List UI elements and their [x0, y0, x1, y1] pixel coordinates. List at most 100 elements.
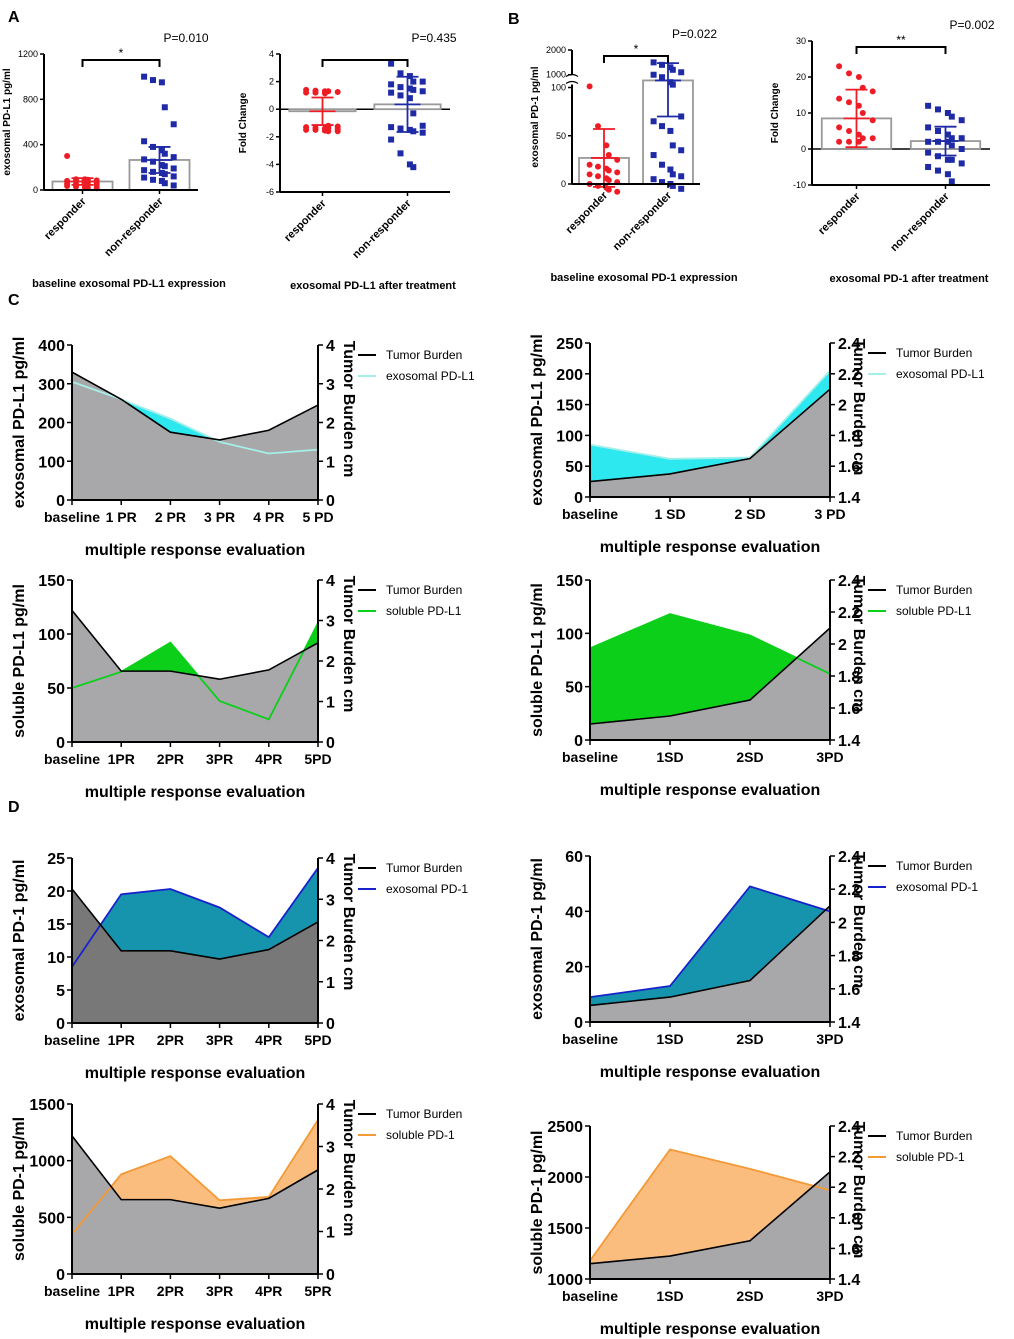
y2-tick-label: 1.8: [838, 949, 860, 966]
y2-tick-label: 2.2: [838, 605, 860, 622]
data-point-non-responder: [170, 182, 177, 189]
y2-axis-label: Tumor Burden cm: [850, 852, 867, 989]
data-point-responder: [586, 171, 593, 178]
data-point-non-responder: [958, 117, 965, 124]
legend-label-overlay: exosomal PD-L1: [896, 367, 985, 381]
x-axis-label: multiple response evaluation: [85, 1316, 306, 1333]
data-point-responder: [595, 163, 601, 170]
y2-tick-label: 1.4: [838, 733, 860, 750]
data-point-non-responder: [659, 123, 665, 130]
tumor-burden-area: [590, 905, 830, 1022]
data-point-non-responder: [388, 136, 395, 143]
x-tick-label: 2SD: [736, 1031, 763, 1047]
data-point-non-responder: [141, 73, 148, 80]
y2-tick-label: 2.4: [838, 573, 860, 590]
data-point-responder: [312, 89, 319, 96]
tumor-burden-area: [72, 610, 318, 742]
data-point-non-responder: [948, 113, 955, 120]
area-chart-d1: 0 5 10 15 20 25 0 1 2 3 4 baseline 1PR 2PR 3PR 4PR 5PD ex…: [11, 851, 468, 1082]
data-point-non-responder: [158, 147, 165, 154]
y-tick-label: 20: [565, 960, 583, 977]
data-point-non-responder: [150, 77, 156, 84]
data-point-non-responder: [944, 110, 951, 116]
tumor-burden-line: [71, 609, 319, 681]
x-tick-label: baseline: [44, 509, 100, 525]
x-tick-label: 3PR: [206, 1283, 233, 1299]
y-tick-label: 150: [556, 573, 583, 590]
significance-stars: *: [119, 46, 124, 60]
x-tick-label: 2 PR: [155, 509, 186, 525]
data-point-responder: [605, 177, 612, 184]
data-point-non-responder: [406, 161, 413, 168]
y2-axis-label: Tumor Burden cm: [340, 576, 357, 713]
data-point-non-responder: [410, 164, 417, 171]
legend-label-tumor-burden: Tumor Burden: [896, 1129, 972, 1143]
y2-tick-label: 2: [838, 398, 847, 415]
y2-tick-label: 1.6: [838, 459, 860, 476]
data-point-non-responder: [678, 113, 685, 120]
data-point-non-responder: [925, 164, 932, 170]
x-tick-label: 4PR: [255, 1032, 282, 1048]
y2-tick-label: 2: [326, 1182, 335, 1199]
x-tick-label: 3PR: [206, 1032, 233, 1048]
data-point-non-responder: [170, 165, 177, 172]
data-point-non-responder: [935, 106, 941, 113]
x-tick-label: responder: [564, 189, 611, 236]
p-value: P=0.002: [950, 18, 995, 32]
significance-stars: *: [634, 42, 639, 56]
legend-label-overlay: exosomal PD-1: [896, 880, 978, 894]
y-tick-label: 2000: [546, 45, 566, 55]
legend-label-tumor-burden: Tumor Burden: [896, 859, 972, 873]
y-tick-label: 1500: [547, 1221, 583, 1238]
data-point-non-responder: [397, 125, 404, 132]
data-point-responder: [855, 102, 862, 109]
data-point-non-responder: [958, 146, 965, 152]
p-value: P=0.022: [672, 27, 717, 41]
data-point-non-responder: [958, 160, 965, 167]
y-tick-label: 2000: [547, 1170, 583, 1187]
y2-tick-label: 1.8: [838, 428, 860, 445]
x-tick-label: responder: [282, 197, 329, 244]
x-tick-label: 1PR: [108, 1032, 135, 1048]
scatter-chart-a1: 0 400 800 1200 responder non-responder exosoma…: [2, 31, 226, 290]
y-tick-label: 100: [556, 428, 583, 445]
tumor-burden-line: [589, 905, 831, 1007]
y-axis-label: soluble PD-L1 pg/ml: [11, 584, 28, 738]
y2-tick-label: 0: [326, 1016, 335, 1033]
area-chart-c3: 0 50 100 150 0 1 2 3 4 baseline 1PR 2PR 3PR 4PR 5PD sol…: [11, 573, 462, 801]
y-tick-label: 1000: [547, 1272, 583, 1289]
y2-tick-label: 1.6: [838, 701, 860, 718]
area-chart-c4: 0 50 100 150 1.4 1.6 1.8 2 2.2 2.4 baseline 1SD 2SD 3…: [529, 573, 972, 799]
x-axis-label: multiple response evaluation: [600, 782, 821, 799]
x-tick-label: 5 PD: [302, 509, 333, 525]
data-point-non-responder: [944, 171, 951, 178]
y-tick-label: 2500: [547, 1119, 583, 1136]
data-point-non-responder: [650, 118, 657, 125]
x-tick-label: non-responder: [350, 197, 414, 261]
data-point-non-responder: [406, 126, 413, 133]
x-tick-label: baseline: [44, 1283, 100, 1299]
panel-letter-b: B: [508, 11, 520, 28]
data-point-non-responder: [388, 124, 395, 131]
tumor-burden-line: [589, 1171, 831, 1265]
data-point-non-responder: [659, 161, 665, 168]
y2-tick-label: 1.4: [838, 1272, 860, 1289]
y-tick-label: 50: [556, 131, 566, 141]
data-point-non-responder: [419, 129, 426, 136]
x-tick-label: baseline: [562, 1031, 618, 1047]
x-tick-label: baseline: [562, 1288, 618, 1304]
legend-label-overlay: soluble PD-1: [386, 1128, 455, 1142]
y-tick-label: 20: [796, 72, 806, 82]
data-point-responder: [846, 138, 852, 145]
panel-letter-a: A: [8, 9, 20, 26]
data-point-non-responder: [669, 142, 676, 149]
data-point-non-responder: [948, 156, 955, 163]
x-tick-label: 5PR: [304, 1283, 331, 1299]
y-tick-label: 200: [38, 416, 65, 433]
y-tick-label: 50: [565, 680, 583, 697]
data-point-non-responder: [141, 156, 148, 163]
data-point-responder: [836, 124, 843, 131]
data-point-non-responder: [150, 158, 156, 165]
y2-tick-label: 1.6: [838, 982, 860, 999]
overlay-line: [589, 613, 831, 675]
